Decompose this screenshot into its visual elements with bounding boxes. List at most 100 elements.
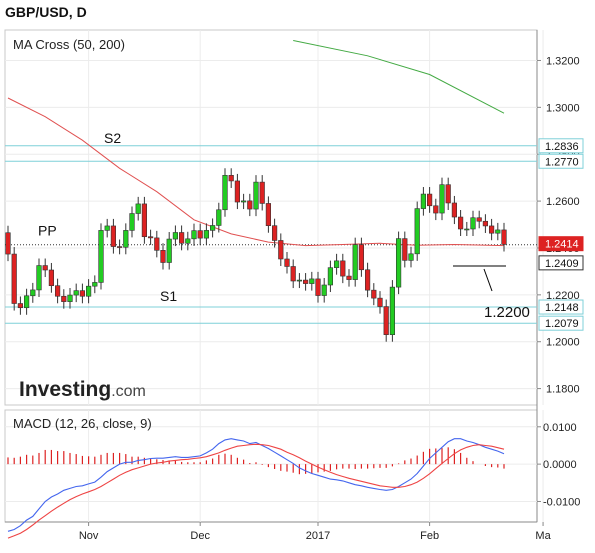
candle-down (42, 265, 48, 271)
candle-up (23, 295, 30, 309)
ma200-line (293, 40, 505, 114)
candle-down (48, 269, 54, 287)
price-badge (538, 255, 584, 271)
candle-up (203, 230, 210, 239)
candle-down (290, 266, 296, 282)
candle-up (296, 279, 303, 282)
candle-up (408, 253, 414, 261)
candle-up (327, 267, 334, 286)
candle-up (129, 213, 135, 231)
pivot-levels: S2 PP S1 (5, 130, 537, 324)
candle-down (179, 232, 185, 244)
candle-down (346, 275, 352, 280)
candle-down (302, 279, 309, 284)
candle-down (457, 216, 464, 230)
candle-up (92, 282, 98, 287)
price-badge (538, 236, 584, 252)
candle-down (160, 250, 166, 263)
candle-down (265, 203, 272, 227)
candle-down (247, 200, 253, 210)
candle-down (110, 225, 116, 247)
price-tick-label: 1.1800 (546, 384, 580, 396)
candle-down (340, 260, 346, 277)
candle-up (395, 238, 402, 288)
candle-up (389, 286, 396, 335)
candle-up (36, 265, 42, 291)
price-tick-label: 1.2200 (546, 290, 580, 302)
candle-down (284, 258, 290, 267)
main-gridlines (5, 59, 537, 390)
candle-down (476, 217, 482, 222)
candle-up (216, 209, 222, 226)
price-tick-label: 1.2000 (546, 337, 580, 349)
candle-down (383, 306, 389, 335)
candle-up (241, 200, 247, 203)
candle-down (451, 202, 458, 218)
candle-down (364, 269, 371, 291)
candle-down (315, 278, 321, 296)
candle-down (402, 238, 408, 261)
candle-down (117, 246, 123, 248)
macd-line (7, 438, 505, 532)
time-tick-label: 2017 (306, 530, 330, 542)
time-tick-label: Nov (79, 530, 99, 542)
candle-down (259, 181, 265, 204)
price-badge-label: 1.2148 (545, 302, 579, 314)
candle-down (17, 303, 24, 309)
candle-down (11, 253, 17, 304)
candle-down (148, 236, 154, 239)
candle-down (433, 205, 439, 214)
candle-down (61, 295, 67, 302)
candle-down (445, 184, 451, 204)
price-badge-label: 1.2836 (545, 141, 579, 153)
price-badge (538, 153, 584, 169)
candle-down (54, 285, 61, 297)
time-tick-label: Feb (420, 530, 439, 542)
level-label-s1: S1 (160, 288, 177, 304)
level-label-pp: PP (38, 223, 57, 239)
candle-up (333, 260, 340, 268)
price-tick-label: 1.2600 (546, 196, 580, 208)
annotation-label: 1.2200 (484, 304, 530, 321)
signal-line (7, 443, 505, 539)
price-tick-label: 1.3000 (546, 102, 580, 114)
time-tick-label: Ma (535, 530, 551, 542)
candle-up (67, 294, 73, 302)
candle-down (377, 297, 383, 307)
price-badge-label: 1.2079 (545, 318, 579, 330)
candle-down (426, 193, 433, 207)
candle-up (470, 217, 476, 230)
macd-gridlines (5, 426, 537, 502)
candle-down (197, 230, 203, 239)
price-tick-label: 1.3200 (546, 55, 580, 67)
price-badge (538, 315, 584, 331)
level-label-s2: S2 (104, 130, 121, 146)
macd-tick-label: 0.0100 (543, 422, 577, 434)
candle-up (166, 238, 172, 263)
candle-up (321, 284, 327, 296)
ma-cross-label: MA Cross (50, 200) (13, 37, 125, 52)
price-badge-label: 1.2409 (545, 258, 579, 270)
annotation-pointer-line (483, 268, 493, 292)
candle-up (420, 193, 427, 209)
macd-tick-labels: 0.0100 0.0000 -0.0100 (537, 422, 580, 508)
candle-down (371, 289, 377, 299)
candle-up (30, 289, 36, 297)
candle-up (439, 184, 445, 214)
candle-up (352, 244, 358, 280)
price-badge (538, 299, 584, 315)
main-panel-frame (4, 29, 538, 406)
candle-up (210, 225, 216, 231)
candle-up (414, 208, 420, 255)
price-badge-label: 1.2770 (545, 156, 579, 168)
price-badges: 1.2836 1.2770 1.2414 1.2409 1.2148 1.2079 (538, 138, 584, 331)
candle-up (98, 230, 104, 283)
candle-up (253, 181, 259, 210)
candle-up (172, 232, 179, 240)
candle-up (104, 225, 110, 231)
candle-down (79, 290, 85, 297)
candle-down (278, 240, 284, 260)
time-tick-labels: Nov Dec 2017 Feb Ma (79, 522, 552, 542)
chart-title: GBP/USD, D (5, 4, 87, 20)
